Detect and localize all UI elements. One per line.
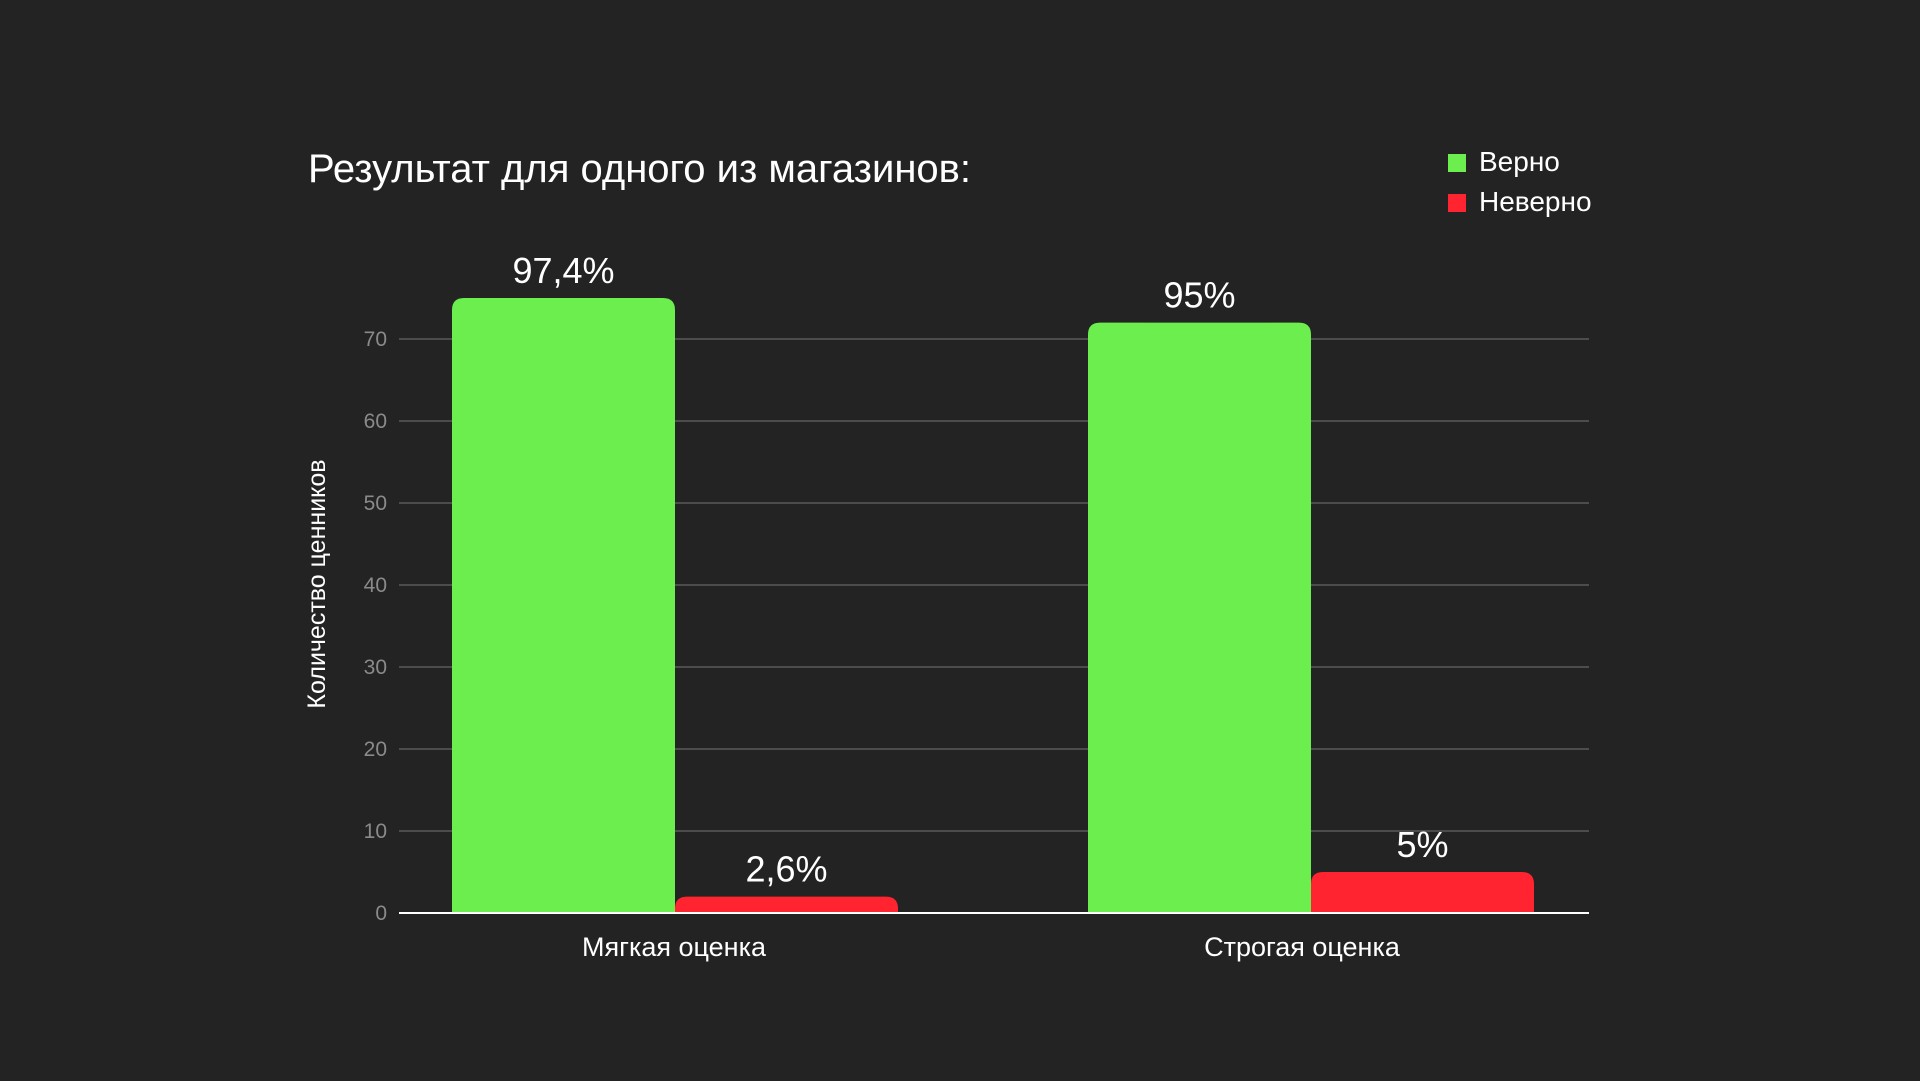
bar-incorrect-1: [675, 896, 898, 913]
y-tick-label: 70: [364, 328, 387, 351]
bars: [452, 298, 1534, 914]
y-axis-ticks: 0 10 20 30 40 50 60 70: [364, 328, 387, 925]
legend-label: Неверно: [1479, 186, 1592, 217]
legend-swatch: [1448, 154, 1466, 172]
legend-swatch: [1448, 194, 1466, 212]
legend-label: Верно: [1479, 146, 1560, 177]
x-axis-categories: Мягкая оценка Строгая оценка: [582, 932, 1401, 962]
data-label: 5%: [1396, 824, 1448, 865]
bar-correct-1: [452, 298, 675, 913]
legend: Верно Неверно: [1448, 146, 1592, 217]
y-tick-label: 30: [364, 656, 387, 679]
y-tick-label: 40: [364, 574, 387, 597]
bar-incorrect-2: [1311, 872, 1534, 913]
y-axis-label: Количество ценников: [303, 459, 331, 708]
data-label: 95%: [1163, 275, 1235, 316]
x-category-label: Строгая оценка: [1204, 932, 1401, 962]
y-tick-label: 20: [364, 738, 387, 761]
x-category-label: Мягкая оценка: [582, 932, 767, 962]
y-tick-label: 60: [364, 410, 387, 433]
data-label: 2,6%: [745, 849, 827, 890]
data-label: 97,4%: [512, 250, 614, 291]
data-labels: 97,4% 2,6% 95% 5%: [512, 250, 1448, 890]
y-tick-label: 50: [364, 492, 387, 515]
bar-correct-2: [1088, 322, 1311, 914]
y-tick-label: 10: [364, 820, 387, 843]
y-tick-label: 0: [375, 902, 387, 925]
chart-title: Результат для одного из магазинов:: [308, 147, 971, 191]
